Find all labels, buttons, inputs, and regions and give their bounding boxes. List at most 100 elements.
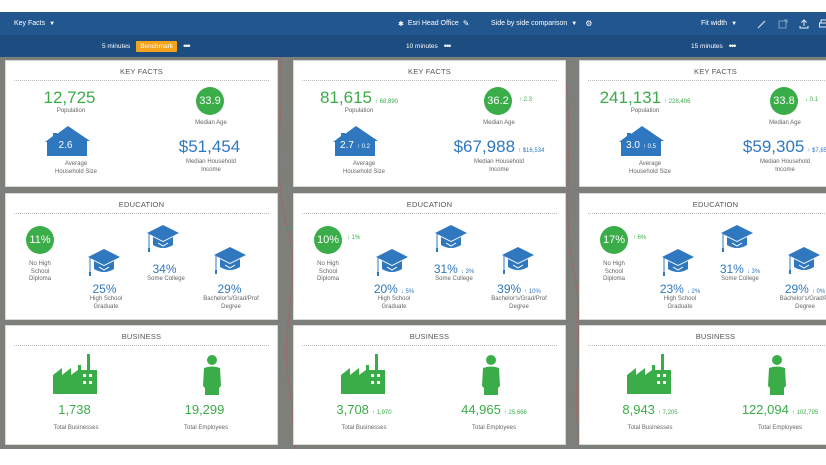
- label-line: Median Household: [185, 159, 237, 165]
- divider: [588, 80, 826, 81]
- card-title: BUSINESS: [409, 332, 450, 341]
- population-value: 12,725: [43, 88, 96, 107]
- zoom-mode-dropdown[interactable]: Fit width ▼: [701, 12, 737, 35]
- person-icon: [482, 355, 500, 395]
- more-options-icon[interactable]: •••: [728, 40, 737, 51]
- median-age-change: ↑ 2.3: [519, 97, 533, 103]
- hs-grad-change: ↓ 5%: [400, 289, 415, 295]
- income-label: Median Household Income: [720, 159, 826, 174]
- household-size-change: ↑ 0.5: [642, 144, 656, 150]
- household-size-label: Average Household Size: [595, 161, 705, 176]
- label-line: High School: [377, 296, 411, 302]
- bachelors-change: ↑ 10%: [524, 289, 541, 295]
- income-stat: $59,305 ↑ $7,85 Median Household Income: [720, 137, 826, 174]
- businesses-stat: 8,943 ↑ 7,205 Total Businesses: [580, 402, 720, 433]
- bachelors-value: 29%: [784, 282, 809, 296]
- bachelors-change: ↑ 0%: [811, 289, 826, 295]
- hs-graduate-stat: 25% High School Graduate: [66, 282, 146, 311]
- label-line: High School: [663, 296, 697, 302]
- print-icon[interactable]: [819, 18, 826, 30]
- businesses-stat: 3,708 ↑ 1,970 Total Businesses: [294, 402, 434, 433]
- median-age-label: Median Age: [195, 120, 227, 126]
- ring-header-2: 10 minutes •••: [406, 35, 452, 57]
- income-stat: $51,454 Median Household Income: [146, 137, 276, 174]
- household-size-value: 2.6: [58, 140, 73, 151]
- household-size-label: Average Household Size: [21, 161, 131, 176]
- businesses-value: 1,738: [58, 402, 91, 417]
- chevron-down-icon: ▼: [731, 20, 738, 27]
- benchmark-badge[interactable]: Benchmark: [136, 40, 178, 52]
- bottom-margin: [0, 449, 826, 465]
- employees-stat: 122,094 ↑ 102,795 Total Employees: [710, 402, 826, 433]
- label-line: Median Household: [759, 159, 811, 165]
- median-age-stat: 33.8 ↓ 0.1 Median Age: [720, 87, 826, 128]
- pencil-icon[interactable]: ✎: [462, 19, 470, 28]
- ring-header-1: 5 minutes Benchmark •••: [102, 35, 191, 57]
- factory-icon: [341, 354, 385, 394]
- employees-label: Total Employees: [757, 425, 803, 431]
- house-icon: [619, 126, 664, 156]
- hs-graduate-stat: 23% ↓ 2% High School Graduate: [640, 282, 720, 311]
- label-line: Household Size: [342, 168, 386, 175]
- label-line: Household Size: [54, 168, 98, 175]
- divider: [14, 80, 269, 81]
- graduation-cap-icon: [721, 225, 753, 252]
- no-hs-circle: 10%: [314, 226, 342, 254]
- household-size-change: ↑ 0.2: [356, 144, 370, 150]
- business-card: BUSINESS 3,708 ↑ 1,970 Total Businesses 4…: [293, 325, 566, 445]
- label-line: Average: [64, 161, 88, 167]
- median-age-value: 36.2: [487, 95, 509, 107]
- card-title: EDUCATION: [118, 200, 165, 209]
- label-line: Average: [638, 161, 662, 167]
- bachelors-value: 39%: [497, 282, 522, 296]
- location-name: Esri Head Office: [407, 20, 459, 27]
- label-line: Degree: [509, 303, 529, 310]
- median-age-change: ↓ 0.1: [805, 97, 819, 103]
- label-line: Graduate: [93, 303, 119, 310]
- comparison-mode-dropdown[interactable]: Side by side comparison ▼ ⚙: [491, 12, 592, 35]
- income-label: Median Household Income: [434, 159, 564, 174]
- export-icon[interactable]: [777, 18, 789, 30]
- population-label: Population: [344, 108, 374, 114]
- label-line: Bachelor's/Grad/Pr: [779, 296, 826, 302]
- location-selector[interactable]: ✱ Esri Head Office ✎: [398, 12, 469, 35]
- house-icon: [45, 126, 90, 156]
- divider: [14, 345, 269, 346]
- population-change: ↑ 68,890: [374, 99, 399, 105]
- label-line: Diploma: [316, 276, 339, 282]
- employees-change: ↑ 102,795: [791, 410, 819, 416]
- hs-grad-label: High School Graduate: [354, 296, 434, 311]
- no-hs-value: 10%: [316, 234, 340, 246]
- median-age-circle: 33.8: [770, 87, 798, 115]
- card-title: KEY FACTS: [408, 67, 451, 76]
- gear-icon[interactable]: ⚙: [585, 19, 593, 28]
- more-options-icon[interactable]: •••: [183, 40, 191, 51]
- person-icon: [768, 355, 786, 395]
- hs-grad-label: High School Graduate: [640, 296, 720, 311]
- no-hs-label: No High School Diploma: [590, 261, 638, 284]
- income-stat: $67,988 ↑ $16,534 Median Household Income: [434, 137, 564, 174]
- location-pin-icon: ✱: [398, 20, 404, 28]
- top-margin: [0, 0, 826, 12]
- factory-icon: [53, 354, 97, 394]
- label-line: Bachelor's/Grad/Prof: [491, 296, 547, 302]
- divider: [302, 213, 557, 214]
- businesses-stat: 1,738 Total Businesses: [6, 402, 146, 433]
- app-header: Key Facts ▼ ✱ Esri Head Office ✎ Side by…: [0, 12, 826, 35]
- label-line: Household Size: [628, 168, 672, 175]
- businesses-label: Total Businesses: [627, 425, 673, 431]
- comparison-mode-label: Side by side comparison: [491, 20, 568, 27]
- hs-grad-value: 20%: [373, 282, 398, 296]
- infographic-selector[interactable]: Key Facts ▼: [14, 12, 55, 35]
- income-value: $59,305: [742, 137, 805, 156]
- edit-pencil-icon[interactable]: [756, 18, 768, 30]
- more-options-icon[interactable]: •••: [443, 40, 452, 51]
- label-line: Income: [489, 166, 509, 173]
- population-label: Population: [630, 108, 660, 114]
- graduation-cap-icon: [214, 247, 246, 274]
- share-icon[interactable]: [798, 18, 810, 30]
- no-hs-change: ↓ 1%: [347, 235, 361, 241]
- population-value: 81,615: [319, 88, 372, 107]
- income-value: $67,988: [453, 137, 516, 156]
- ring-label: 5 minutes: [102, 42, 131, 50]
